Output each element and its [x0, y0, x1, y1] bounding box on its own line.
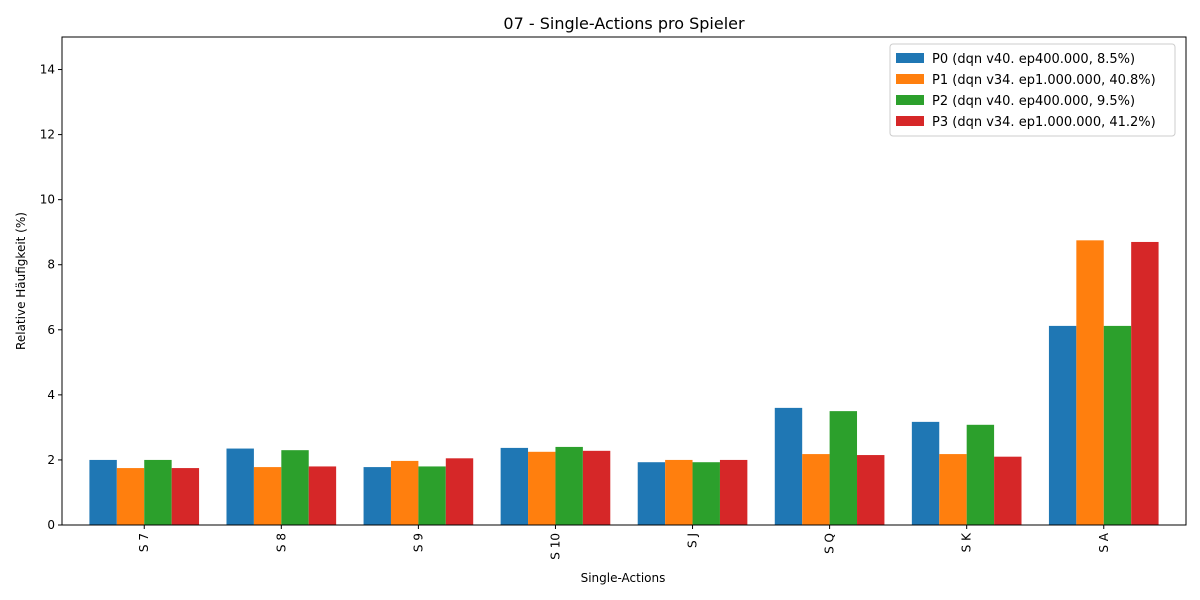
- x-tick-label: S 7: [137, 533, 151, 552]
- bar-sq-p3: [857, 455, 885, 525]
- bar-s9-p1: [390, 460, 419, 525]
- x-tick-label: S 10: [548, 533, 562, 560]
- bar-s7-p2: [144, 459, 172, 525]
- chart-title: 07 - Single-Actions pro Spieler: [503, 14, 745, 33]
- bar-s7-p3: [171, 468, 200, 525]
- bar-s7-p0: [89, 459, 117, 525]
- legend-label: P3 (dqn v34. ep1.000.000, 41.2%): [932, 115, 1156, 130]
- bar-s9-p2: [418, 466, 446, 525]
- bar-s9-p0: [363, 467, 391, 525]
- y-tick-label: 0: [47, 518, 55, 532]
- x-tick-label: S A: [1097, 532, 1111, 552]
- y-tick-label: 2: [47, 453, 55, 467]
- bar-sq-p1: [802, 454, 830, 525]
- x-tick-label: S K: [960, 532, 974, 552]
- bar-sa-p1: [1076, 240, 1104, 525]
- bar-sq-p0: [774, 407, 803, 525]
- bar-s8-p1: [253, 467, 282, 525]
- legend-label: P1 (dqn v34. ep1.000.000, 40.8%): [932, 73, 1156, 88]
- bar-sj-p0: [637, 462, 666, 525]
- y-tick-label: 6: [47, 323, 55, 337]
- legend-label: P2 (dqn v40. ep400.000, 9.5%): [932, 94, 1135, 109]
- x-tick-label: S 9: [411, 533, 425, 552]
- plot-frame: [61, 36, 1187, 526]
- y-tick-label: 8: [47, 258, 55, 272]
- y-axis-title: Relative Häufigkeit (%): [14, 212, 28, 350]
- y-tick-label: 4: [47, 388, 55, 402]
- y-tick-label: 12: [40, 128, 55, 142]
- bar-sj-p2: [692, 462, 720, 525]
- legend-swatch: [896, 53, 924, 63]
- bar-s8-p2: [281, 450, 309, 525]
- x-tick-label: S 8: [274, 533, 288, 552]
- bar-s10-p0: [500, 447, 529, 525]
- axes-layer: 0 2 4 6 8 10 12 14 S 7 S 8 S 9 S 10 S J S Q S K S A: [40, 36, 1187, 560]
- bars-layer: [89, 240, 1159, 525]
- bar-s8-p3: [308, 466, 337, 525]
- x-axis-title: Single-Actions: [581, 571, 666, 585]
- y-tick-label: 14: [40, 63, 55, 77]
- bar-sk-p2: [966, 424, 995, 525]
- x-tick-label: S Q: [823, 533, 837, 554]
- bar-s9-p3: [445, 458, 474, 525]
- y-tick-label: 10: [40, 193, 55, 207]
- bar-sa-p0: [1048, 325, 1077, 525]
- bar-s10-p2: [555, 446, 583, 525]
- legend-swatch: [896, 116, 924, 126]
- bar-s10-p1: [528, 451, 556, 525]
- legend-swatch: [896, 74, 924, 84]
- legend-swatch: [896, 95, 924, 105]
- bar-sa-p2: [1103, 325, 1132, 525]
- legend-box: [889, 43, 1176, 137]
- bar-s7-p1: [116, 468, 145, 525]
- bar-sk-p3: [994, 456, 1022, 525]
- bar-sq-p2: [829, 411, 858, 525]
- x-tick-label: S J: [686, 533, 700, 548]
- bar-s8-p0: [226, 448, 254, 525]
- bar-sk-p0: [911, 421, 940, 525]
- bar-sj-p3: [719, 459, 748, 525]
- legend-label: P0 (dqn v40. ep400.000, 8.5%): [932, 52, 1135, 67]
- legend: P0 (dqn v40. ep400.000, 8.5%) P1 (dqn v34…: [889, 43, 1176, 137]
- bar-sj-p1: [665, 459, 693, 525]
- bar-s10-p3: [582, 450, 611, 525]
- bar-sa-p3: [1131, 241, 1159, 525]
- bar-sk-p1: [939, 454, 967, 525]
